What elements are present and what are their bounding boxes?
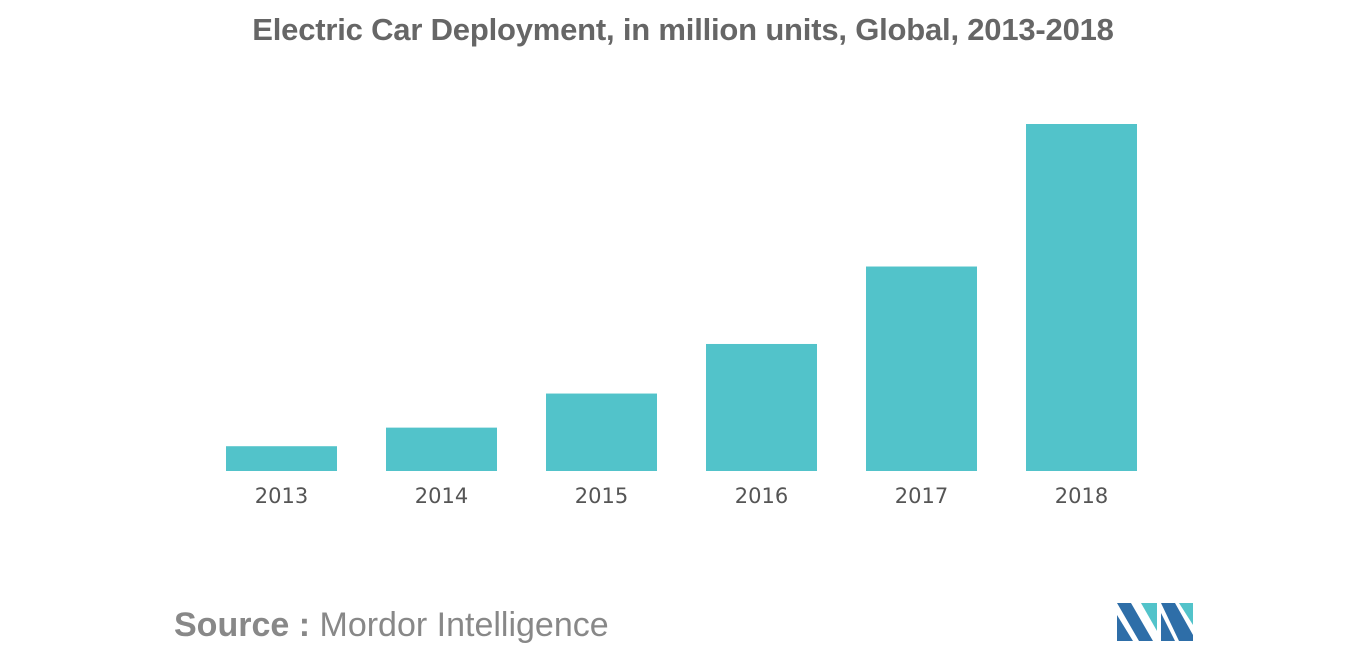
bar-2017 — [866, 266, 977, 471]
x-tick-label-2018: 2018 — [1055, 484, 1108, 508]
x-tick-labels: 2013 2014 2015 2016 2017 2018 — [255, 484, 1108, 508]
x-tick-label-2015: 2015 — [575, 484, 628, 508]
mordor-intelligence-logo-icon — [1117, 603, 1193, 641]
chart-title: Electric Car Deployment, in million unit… — [252, 12, 1114, 47]
source-line: Source : Mordor Intelligence — [174, 606, 609, 645]
bar-2013 — [226, 446, 337, 471]
source-label: Source : — [174, 606, 311, 644]
x-tick-label-2014: 2014 — [415, 484, 468, 508]
bars-group — [226, 124, 1137, 471]
x-tick-label-2016: 2016 — [735, 484, 788, 508]
bar-2015 — [546, 393, 657, 471]
bar-2014 — [386, 427, 497, 471]
bar-2018 — [1026, 124, 1137, 471]
x-tick-label-2017: 2017 — [895, 484, 948, 508]
bar-2016 — [706, 343, 817, 471]
x-tick-label-2013: 2013 — [255, 484, 308, 508]
source-name: Mordor Intelligence — [319, 606, 609, 644]
